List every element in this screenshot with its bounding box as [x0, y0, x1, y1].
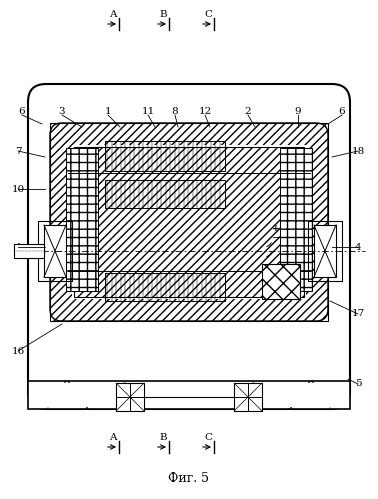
Text: 8: 8 [172, 106, 178, 115]
Bar [14, 244, 44, 258]
Text: C: C [204, 10, 212, 19]
Bar [280, 148, 312, 291]
FancyBboxPatch shape [50, 123, 328, 321]
Bar [28, 381, 350, 409]
Bar [44, 225, 66, 277]
Text: 4: 4 [355, 243, 361, 251]
Bar [105, 141, 225, 171]
Text: 9: 9 [295, 106, 301, 115]
Text: C: C [204, 433, 212, 442]
FancyBboxPatch shape [28, 84, 350, 409]
Text: +: + [272, 224, 280, 233]
Text: 4: 4 [15, 243, 21, 251]
Text: 5: 5 [355, 380, 361, 389]
Text: 2: 2 [245, 106, 251, 115]
Text: B: B [159, 433, 167, 442]
Bar [234, 383, 262, 411]
Text: 17: 17 [352, 309, 365, 318]
Bar [314, 225, 336, 277]
Bar [66, 148, 98, 291]
Text: 1: 1 [105, 106, 111, 115]
Bar [308, 221, 342, 281]
Bar [72, 145, 306, 299]
Text: 11: 11 [141, 106, 155, 115]
Text: −: − [272, 233, 280, 243]
Bar [105, 273, 225, 301]
Text: A: A [109, 433, 116, 442]
Text: 10: 10 [11, 185, 25, 194]
Text: A: A [109, 10, 116, 19]
Text: 3: 3 [59, 106, 65, 115]
Bar [30, 383, 348, 407]
Bar [74, 147, 304, 297]
Text: 6: 6 [339, 106, 345, 115]
Text: 7: 7 [15, 147, 21, 156]
Text: 16: 16 [11, 346, 25, 355]
Bar [38, 221, 72, 281]
Bar [262, 264, 300, 299]
Text: 6: 6 [19, 106, 25, 115]
Text: 18: 18 [352, 147, 365, 156]
Text: Фиг. 5: Фиг. 5 [169, 472, 209, 485]
Text: B: B [159, 10, 167, 19]
Bar [116, 383, 144, 411]
Bar [105, 180, 225, 208]
Bar [50, 123, 328, 321]
Text: 12: 12 [198, 106, 212, 115]
